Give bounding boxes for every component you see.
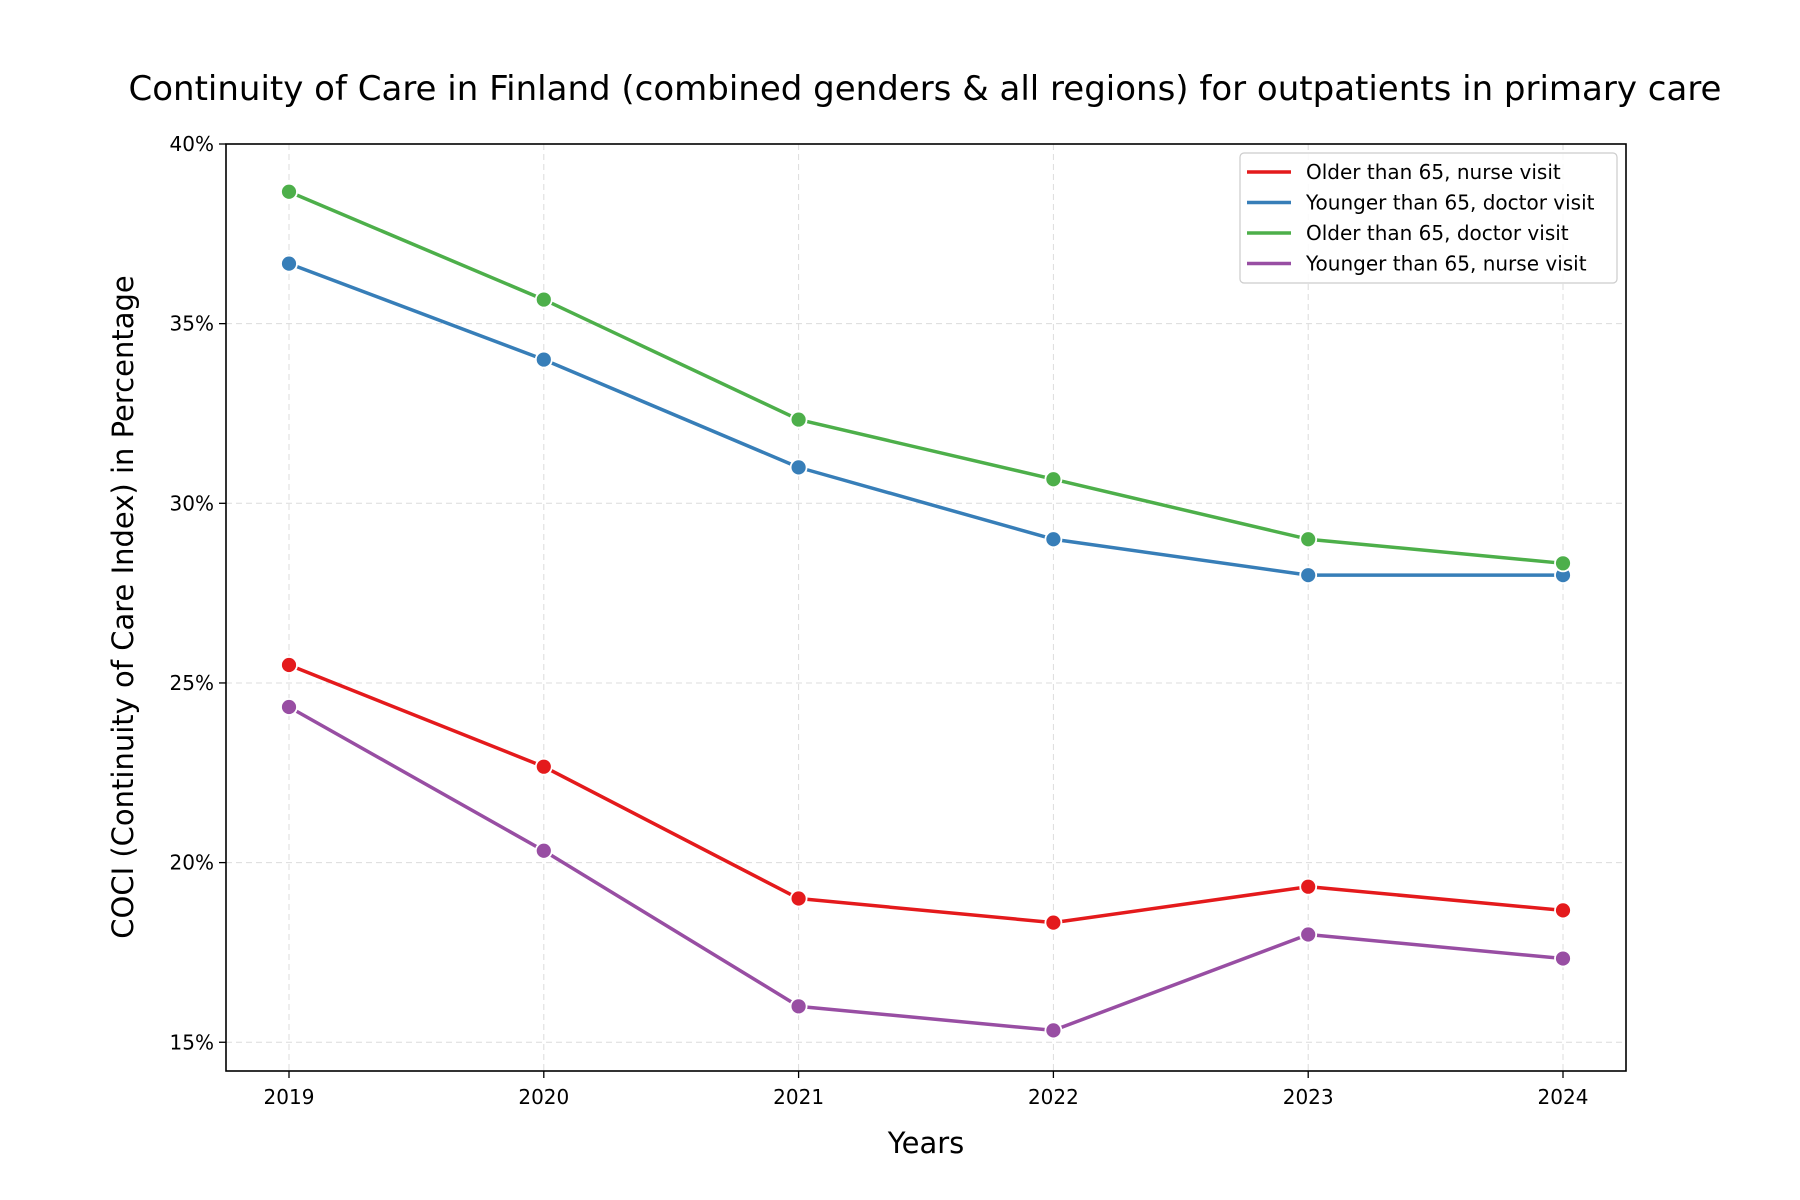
data-point [1044, 470, 1063, 489]
y-tick-label: 20% [170, 851, 214, 875]
data-point [534, 350, 553, 369]
series-line [288, 190, 1564, 566]
legend-label: Older than 65, nurse visit [1306, 160, 1561, 184]
data-point [534, 841, 553, 860]
data-point [280, 254, 298, 273]
legend-label: Younger than 65, doctor visit [1305, 191, 1595, 215]
y-tick-label: 30% [170, 491, 214, 515]
chart-title: Continuity of Care in Finland (combined … [129, 69, 1722, 109]
data-point [1299, 566, 1318, 585]
y-axis-label: COCI (Continuity of Care Index) in Perce… [106, 275, 140, 938]
data-point [534, 290, 553, 309]
legend-box [1239, 152, 1618, 284]
series-line [288, 262, 1563, 577]
data-point [1299, 877, 1318, 896]
x-axis: 2019 2020 2021 2022 2023 2024 [264, 1071, 1589, 1109]
data-point [1554, 949, 1572, 968]
x-tick-label: 2019 [264, 1085, 315, 1109]
data-point [789, 458, 808, 477]
x-tick-label: 2023 [1283, 1085, 1334, 1109]
x-tick-label: 2022 [1028, 1085, 1079, 1109]
data-point [1044, 913, 1063, 932]
y-tick-label: 25% [170, 671, 214, 695]
series-line [288, 663, 1564, 925]
series-group [280, 182, 1572, 1040]
y-tick-label: 40% [170, 132, 214, 156]
y-tick-label: 35% [170, 312, 214, 336]
legend: Older than 65, nurse visit Younger than 6… [1239, 152, 1618, 284]
x-axis-label: Years [887, 1126, 965, 1160]
legend-label: Younger than 65, nurse visit [1305, 252, 1587, 276]
data-point [789, 889, 808, 908]
data-point [1554, 901, 1572, 920]
data-point [280, 656, 298, 674]
x-tick-label: 2020 [518, 1085, 569, 1109]
series-line [288, 705, 1564, 1033]
data-point [280, 698, 298, 716]
data-point [280, 182, 298, 201]
x-tick-label: 2021 [773, 1085, 824, 1109]
x-tick-label: 2024 [1538, 1085, 1589, 1109]
data-point [789, 997, 808, 1016]
data-point [1554, 554, 1572, 573]
data-point [534, 757, 553, 776]
data-point [1299, 925, 1318, 944]
data-point [789, 410, 808, 429]
plot-frame [225, 143, 1627, 1072]
data-point [1044, 1021, 1063, 1040]
y-axis: 15% 20% 25% 30% 35% 40% [170, 132, 226, 1054]
legend-label: Older than 65, doctor visit [1306, 221, 1569, 245]
data-point [1044, 530, 1063, 549]
data-point [1299, 530, 1318, 549]
y-tick-label: 15% [170, 1030, 214, 1054]
